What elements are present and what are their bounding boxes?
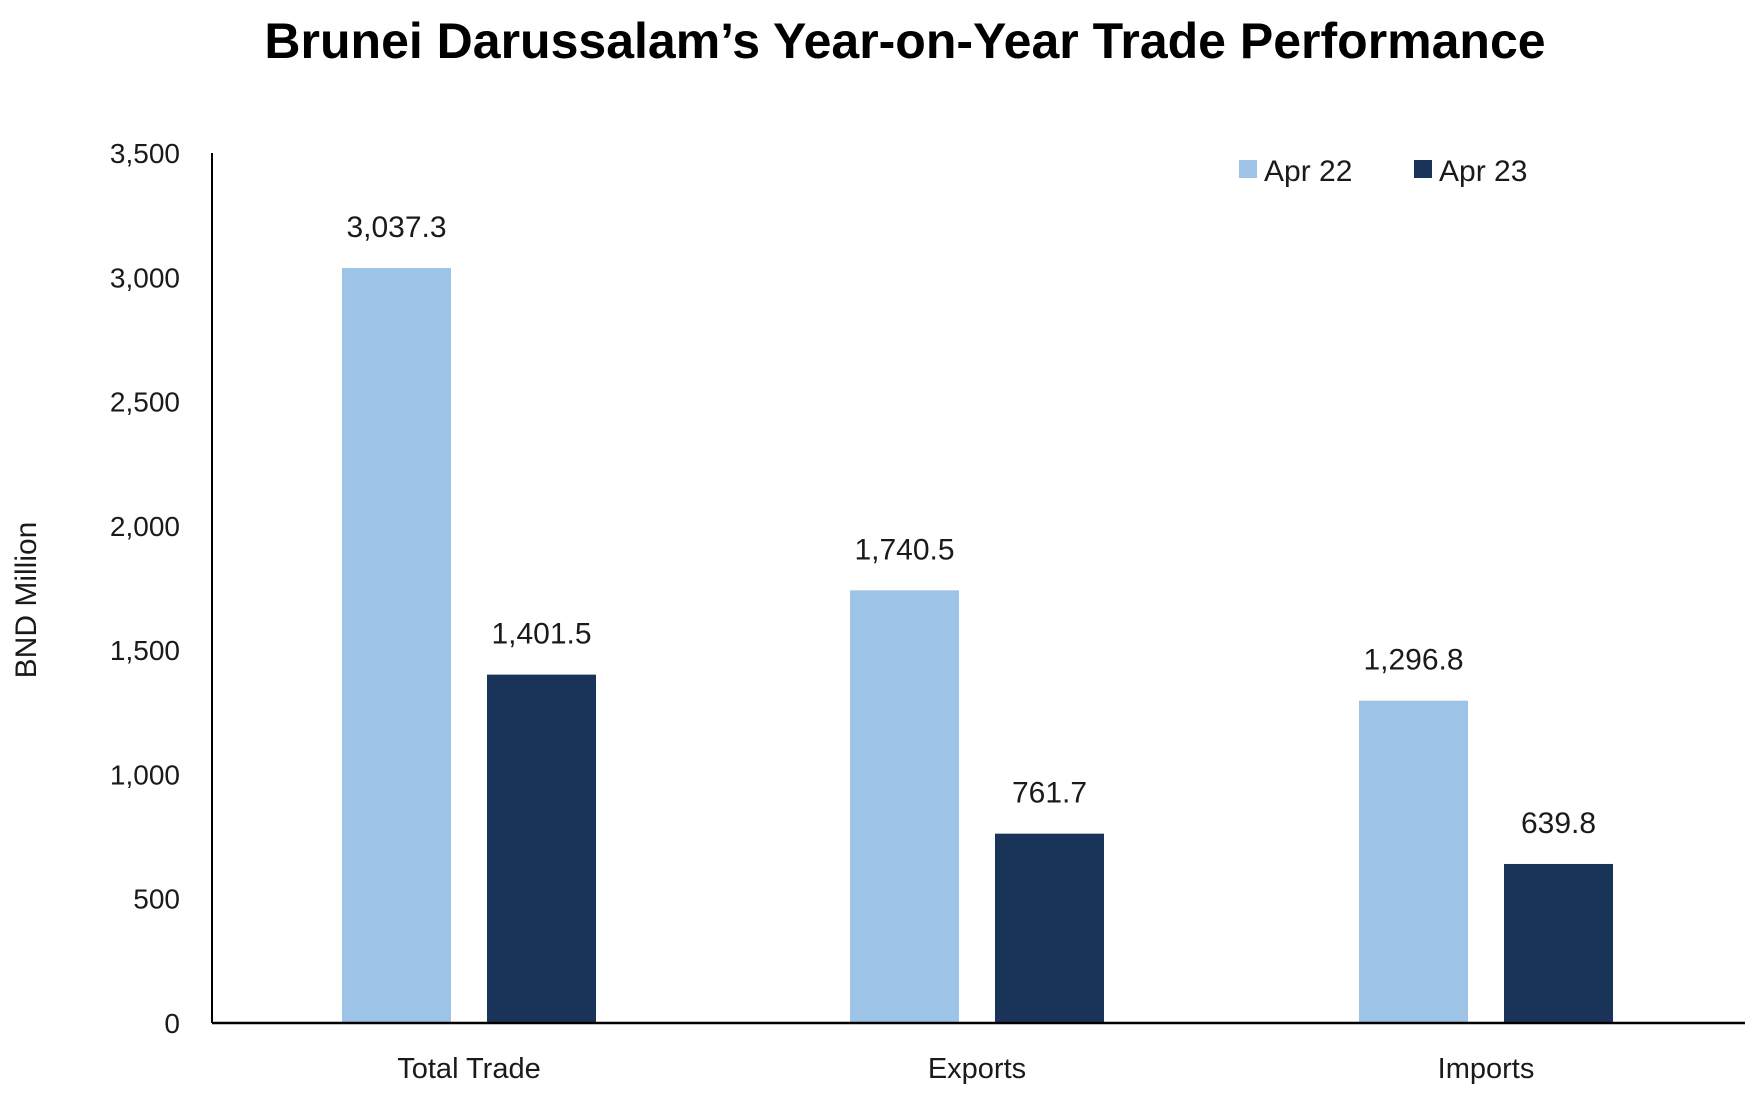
x-tick-label: Exports [928,1053,1026,1085]
y-tick-label: 1,500 [110,635,180,666]
y-tick-label: 2,000 [110,511,180,542]
data-label: 3,037.3 [346,211,446,244]
y-tick-label: 0 [164,1008,180,1039]
y-tick-label: 3,000 [110,262,180,293]
bar-apr-22-imports [1359,700,1468,1023]
y-axis-title: BND Million [10,522,43,679]
y-tick-label: 1,000 [110,759,180,790]
bar-apr-23-exports [995,833,1104,1023]
chart-title: Brunei Darussalam’s Year-on-Year Trade P… [264,13,1545,69]
legend-label: Apr 23 [1439,155,1527,188]
bars [342,268,1613,1023]
x-tick-label: Total Trade [397,1053,540,1085]
y-tick-label: 500 [133,884,180,915]
data-label: 1,401.5 [491,618,591,651]
value-labels: 3,037.3 1,740.5 1,296.8 1,401.5 761.7 639.8 [346,211,1596,840]
data-label: 1,296.8 [1363,644,1463,677]
x-axis-labels: Total Trade Exports Imports [397,1053,1534,1085]
bar-apr-23-total-trade [487,674,596,1023]
x-tick-label: Imports [1438,1053,1535,1085]
legend-label: Apr 22 [1264,155,1352,188]
data-label: 761.7 [1012,777,1087,810]
bar-apr-22-exports [850,590,959,1023]
y-tick-label: 3,500 [110,138,180,169]
legend-swatch [1414,160,1432,178]
bar-apr-23-imports [1504,863,1613,1023]
data-label: 1,740.5 [854,533,954,566]
legend-swatch [1239,160,1257,178]
bar-apr-22-total-trade [342,268,451,1023]
y-tick-label: 2,500 [110,387,180,418]
data-label: 639.8 [1521,807,1596,840]
y-axis-ticks: 0 500 1,000 1,500 2,000 2,500 3,000 3,500 [110,138,180,1039]
legend: Apr 22 Apr 23 [1239,155,1527,188]
